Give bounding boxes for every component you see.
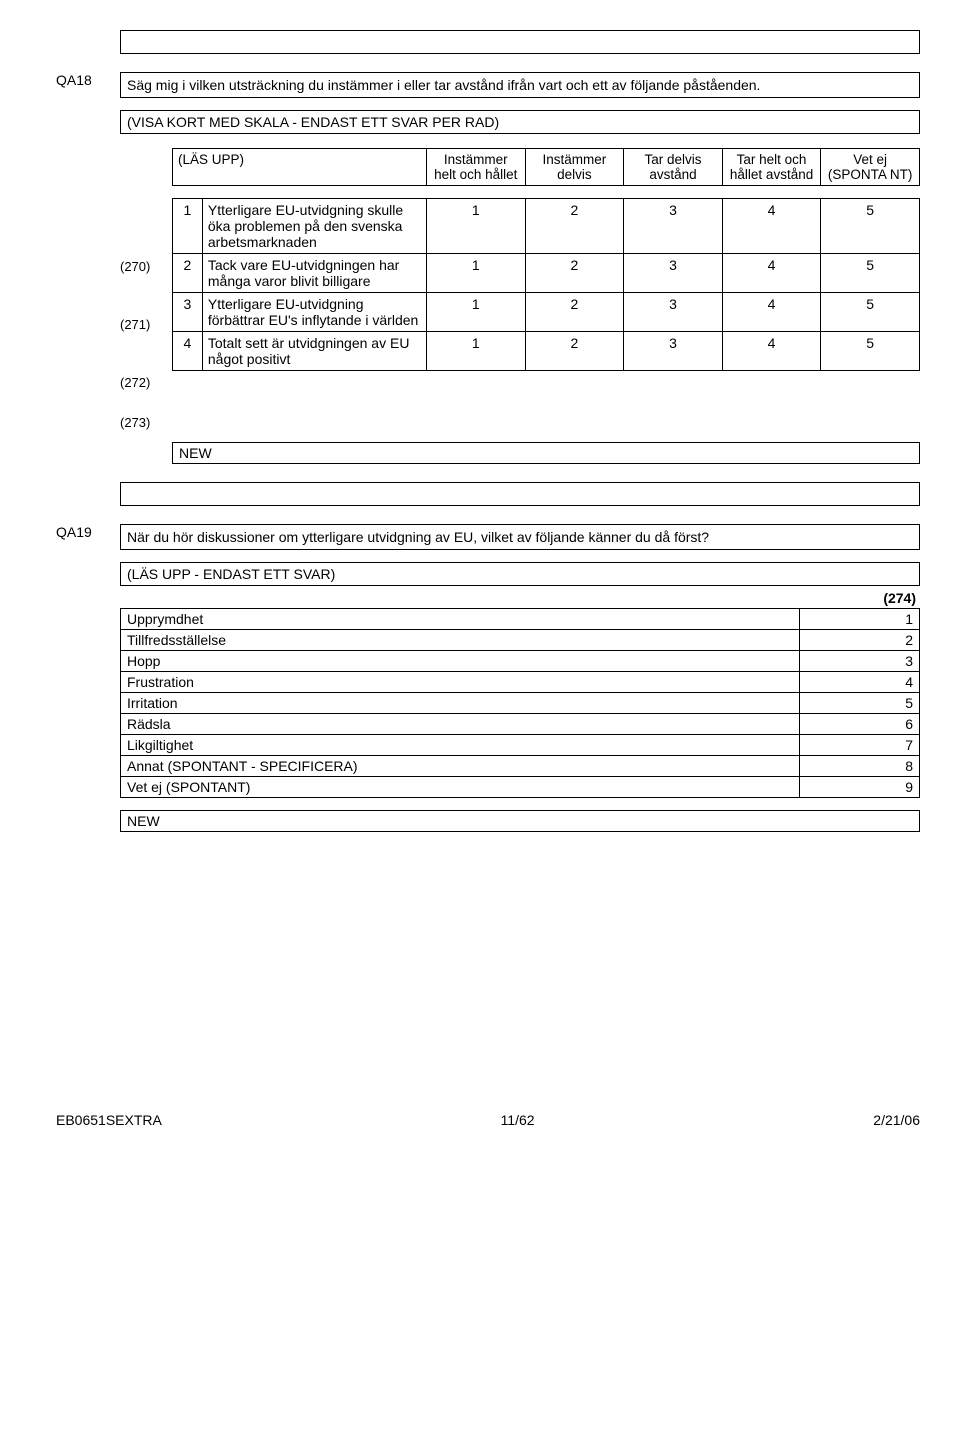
- q19-opt-val: 3: [800, 651, 920, 672]
- q18-cell: 5: [821, 254, 920, 293]
- q18-row-num: 4: [173, 332, 203, 371]
- q18-col-5: Vet ej (SPONTA NT): [821, 149, 920, 186]
- q18-cell: 1: [426, 332, 525, 371]
- q18-id: QA18: [56, 72, 120, 88]
- q18-cell: 4: [722, 293, 821, 332]
- q19-opt-val: 1: [800, 609, 920, 630]
- q18-row-text: Tack vare EU-utvidgningen har många varo…: [202, 254, 426, 293]
- q18-cell: 3: [624, 254, 723, 293]
- q18-col-1: Instämmer helt och hållet: [426, 149, 525, 186]
- q18-cell: 4: [722, 199, 821, 254]
- q18-header-readout: (LÄS UPP): [173, 149, 427, 186]
- q18-cell: 5: [821, 332, 920, 371]
- q19-opt-val: 2: [800, 630, 920, 651]
- q19-new-label: NEW: [120, 810, 920, 832]
- q19-instruction: (LÄS UPP - ENDAST ETT SVAR): [120, 562, 920, 586]
- q18-cell: 3: [624, 293, 723, 332]
- q19-opt-label: Likgiltighet: [121, 735, 800, 756]
- q19-opt-label: Frustration: [121, 672, 800, 693]
- q18-cell: 1: [426, 254, 525, 293]
- q19-opt-label: Upprymdhet: [121, 609, 800, 630]
- q19-opt-val: 5: [800, 693, 920, 714]
- page-footer: EB0651SEXTRA 11/62 2/21/06: [56, 1112, 920, 1128]
- q18-cell: 4: [722, 254, 821, 293]
- q19-opt-val: 7: [800, 735, 920, 756]
- separator-box: [120, 482, 920, 506]
- q18-cell: 1: [426, 293, 525, 332]
- footer-right: 2/21/06: [873, 1112, 920, 1128]
- q19-question: När du hör diskussioner om ytterligare u…: [120, 524, 920, 550]
- q18-code-1: (271): [120, 317, 150, 332]
- q19-opt-label: Annat (SPONTANT - SPECIFICERA): [121, 756, 800, 777]
- q19-opt-label: Irritation: [121, 693, 800, 714]
- q18-cell: 2: [525, 293, 624, 332]
- q19-opt-label: Tillfredsställelse: [121, 630, 800, 651]
- q19-id: QA19: [56, 524, 120, 540]
- q18-cell: 4: [722, 332, 821, 371]
- q18-cell: 2: [525, 254, 624, 293]
- q18-instruction: (VISA KORT MED SKALA - ENDAST ETT SVAR P…: [120, 110, 920, 134]
- q18-cell: 3: [624, 199, 723, 254]
- q18-cell: 2: [525, 332, 624, 371]
- q18-col-3: Tar delvis avstånd: [624, 149, 723, 186]
- q18-cell: 5: [821, 293, 920, 332]
- empty-separator-box: [120, 30, 920, 54]
- q18-row-num: 1: [173, 199, 203, 254]
- q19-opt-label: Vet ej (SPONTANT): [121, 777, 800, 798]
- q18-row-text: Totalt sett är utvidgningen av EU något …: [202, 332, 426, 371]
- q18-row-text: Ytterligare EU-utvidgning skulle öka pro…: [202, 199, 426, 254]
- q18-question: Säg mig i vilken utsträckning du instämm…: [120, 72, 920, 98]
- footer-left: EB0651SEXTRA: [56, 1112, 162, 1128]
- q19-opt-val: 6: [800, 714, 920, 735]
- q18-col-4: Tar helt och hållet avstånd: [722, 149, 821, 186]
- footer-center: 11/62: [501, 1112, 535, 1128]
- q18-col-2: Instämmer delvis: [525, 149, 624, 186]
- q18-cell: 3: [624, 332, 723, 371]
- q18-row-num: 3: [173, 293, 203, 332]
- q19-opt-val: 4: [800, 672, 920, 693]
- q18-cell: 2: [525, 199, 624, 254]
- q19-opt-label: Hopp: [121, 651, 800, 672]
- q18-body-table: 1 Ytterligare EU-utvidgning skulle öka p…: [172, 198, 920, 371]
- q19-opt-val: 8: [800, 756, 920, 777]
- q19-options-table: Upprymdhet1 Tillfredsställelse2 Hopp3 Fr…: [120, 608, 920, 798]
- q19-opt-val: 9: [800, 777, 920, 798]
- q19-code: (274): [120, 590, 920, 606]
- q18-row-codes: (270) (271) (272) (273): [120, 198, 172, 430]
- q18-code-3: (273): [120, 415, 150, 430]
- q18-row-num: 2: [173, 254, 203, 293]
- q18-cell: 1: [426, 199, 525, 254]
- q18-new-label: NEW: [172, 442, 920, 464]
- q18-code-0: (270): [120, 259, 150, 274]
- q19-opt-label: Rädsla: [121, 714, 800, 735]
- q18-header-table: (LÄS UPP) Instämmer helt och hållet Inst…: [172, 148, 920, 186]
- q18-row-text: Ytterligare EU-utvidgning förbättrar EU'…: [202, 293, 426, 332]
- q18-cell: 5: [821, 199, 920, 254]
- q18-code-2: (272): [120, 375, 150, 390]
